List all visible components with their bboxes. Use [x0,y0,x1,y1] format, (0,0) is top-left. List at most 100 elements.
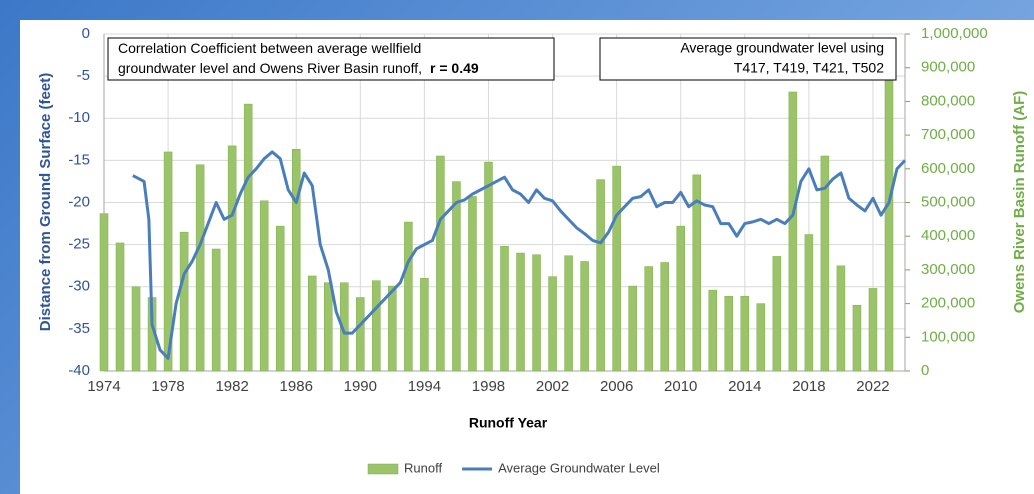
y-tick-label: -15 [68,151,90,168]
y-tick-label: -40 [68,362,90,379]
annotation-text: T417, T419, T421, T502 [734,60,884,76]
annotation-text: Correlation Coefficient between average … [118,40,421,56]
bar [644,266,653,372]
y2-tick-label: 1,000,000 [921,25,988,42]
bar [596,179,605,372]
y2-tick-label: 400,000 [921,227,975,244]
bar [404,221,413,372]
y-tick-label: -5 [77,67,90,84]
bar [788,91,798,372]
y-tick-label: -30 [68,278,90,295]
y-tick-label: -20 [68,193,90,210]
bar [163,151,173,372]
legend-label: Average Groundwater Level [498,460,660,475]
bar [868,288,878,372]
annotation-text: groundwater level and Owens River Basin … [118,60,479,76]
x-tick-label: 1986 [280,378,313,395]
bar [372,280,381,372]
bar [388,285,397,372]
bar [836,265,846,372]
y2-tick-label: 100,000 [921,328,975,345]
bar [179,231,189,372]
x-tick-label: 1990 [344,378,377,395]
x-tick-label: 2022 [856,378,889,395]
bar [740,295,750,372]
bar [660,262,669,372]
y2-tick-label: 500,000 [921,193,975,210]
y2-tick-label: 300,000 [921,261,975,278]
line [132,150,907,360]
x-axis-title: Runoff Year [469,415,548,431]
x-tick-label: 1978 [151,378,184,395]
bar [356,297,365,372]
bar [99,213,109,372]
bar [612,165,621,372]
annotation-text: Average groundwater level using [680,40,884,56]
bar [852,305,862,372]
legend-label: Runoff [404,460,442,475]
annotation-line: groundwater level and Owens River Basin … [118,60,422,76]
x-tick-label: 2014 [728,378,761,395]
annotation-bold: r = 0.49 [430,60,479,76]
bar [211,248,221,372]
bar [259,200,269,372]
x-tick-label: 1982 [215,378,248,395]
annotation-line: Correlation Coefficient between average … [118,40,421,56]
bar [468,196,477,372]
chart-panel [20,20,1034,494]
bar [884,70,894,372]
bar [115,242,125,372]
bar [756,303,766,372]
bar [804,234,814,372]
bar [708,289,718,372]
y2-tick-label: 800,000 [921,92,975,109]
y2-tick-label: 600,000 [921,160,975,177]
bar [131,286,141,372]
bar [340,282,349,372]
x-tick-label: 2018 [792,378,825,395]
bar [772,256,782,372]
x-tick-label: 1994 [408,378,441,395]
bar [308,275,317,372]
y-tick-label: -25 [68,236,90,253]
y2-axis-title: Owens River Basin Runoff (AF) [1011,91,1028,314]
y2-tick-label: 200,000 [921,295,975,312]
bar [580,261,589,372]
bar [724,295,734,372]
y-axis-title: Distance from Ground Surface (feet) [37,73,54,331]
annotation-box [107,37,555,81]
bar [548,276,557,372]
x-tick-label: 2010 [664,378,697,395]
y-tick-label: -35 [68,320,90,337]
bar [676,225,685,372]
annotation-box [599,37,897,81]
bar [291,149,301,372]
bar [227,145,237,372]
y2-tick-label: 700,000 [921,126,975,143]
bar [275,225,285,372]
y2-tick-label: 0 [921,362,929,379]
bar [516,252,525,372]
legend-swatch [367,463,399,475]
x-tick-label: 1998 [472,378,505,395]
y2-tick-label: 900,000 [921,59,975,76]
y-tick-label: -10 [68,109,90,126]
bar [532,254,541,372]
bar [452,181,461,372]
bar [692,174,701,372]
bar [195,164,205,372]
bar [820,155,830,372]
bar [484,161,493,372]
bar [420,278,429,372]
x-tick-label: 2002 [536,378,569,395]
x-tick-label: 2006 [600,378,633,395]
bar [324,282,333,372]
bar [564,255,573,372]
bar [628,285,637,372]
x-tick-label: 1974 [87,378,120,395]
bar [436,155,445,372]
bar [500,246,509,372]
y-tick-label: 0 [82,25,90,42]
